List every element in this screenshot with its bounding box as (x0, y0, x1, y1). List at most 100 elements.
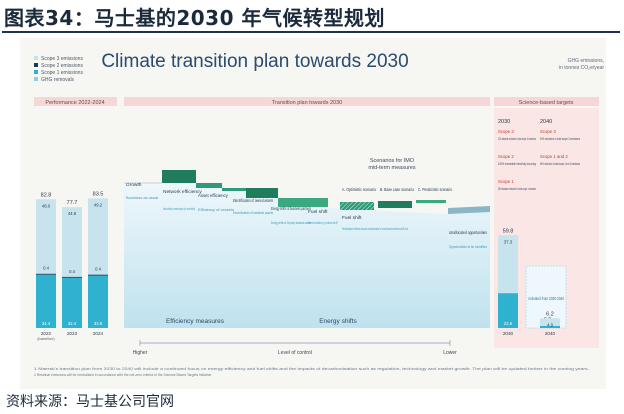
bar-sublabel-2022: (baseline) (37, 336, 55, 341)
source-note: 资料来源：马士基公司官网 (6, 394, 174, 410)
targets-text: 2030 2040 Scope 3 22% absolute reduction… (498, 119, 580, 191)
bar-scope1-2030 (498, 293, 518, 328)
bar-scope1-2024 (88, 275, 108, 328)
axis-label-control: Level of control (278, 350, 312, 356)
step-desc-fuel-shift-1: Green fuel transition (e.g. methanol and… (308, 220, 338, 225)
bar-scope3-value-2040: 4.9 (547, 322, 553, 327)
bar-total-2040: 6.2 (546, 311, 554, 317)
bridge-step-electrification (222, 188, 246, 191)
plan-band (124, 97, 490, 106)
step-desc-electrification: Electrification of landside assets (233, 210, 273, 215)
bar-scope1-value-2023: 32.4 (68, 321, 77, 326)
bar-scope3-2022 (36, 199, 56, 274)
bar-scope1-value-2030: 22.5 (504, 321, 513, 326)
unit-note-1: GHG emissions, (568, 58, 604, 64)
scenario-c-bar (416, 200, 446, 203)
bar-scope2-value-2022: 0.4 (43, 266, 49, 271)
bar-total-2030: 59.8 (503, 228, 514, 234)
scenario-label-a: A. Optimistic scenario (342, 187, 376, 192)
target-2030-scope1-text: 35% absolute reduction in total scope 1 … (498, 186, 536, 191)
legend-label-scope2: Scope 2 emissions (41, 63, 83, 69)
step-title-fuel-shift-2: Fuel shift (342, 215, 362, 221)
bar-year-2024: 2024 (93, 331, 104, 336)
unallocated-step (448, 206, 490, 214)
footnote-1: 1 Maersk's transition plan from 2030 to … (34, 367, 589, 371)
bar-scope1-value-2022: 34.4 (42, 321, 51, 326)
bar-year-2023: 2023 (67, 331, 78, 336)
bar-year-2040: 2040 (545, 331, 556, 336)
emission-bars: 34.4 48.0 0.4 82.8 2022(baseline) 32.4 44.9 0.4… (36, 191, 560, 341)
bridge-step-fuel-shift (278, 198, 328, 207)
step-title-fuel-shift-1: Fuel shift (308, 209, 328, 215)
unit-note-2: in tonnes CO₂e/year (559, 65, 604, 71)
bar-scope3-2024 (88, 198, 108, 275)
target-2040-scope12-text: 96% reduction in total scope 1 and 2 emi… (540, 161, 580, 166)
bar-scope3-2023 (62, 207, 82, 277)
bar-scope2-2024 (88, 274, 108, 276)
targets-band (494, 97, 599, 106)
step-desc-unallocated: Opportunities to be identified (449, 244, 487, 249)
bar-scope3-2040 (540, 318, 560, 326)
energy-shifts-label: Energy shifts (319, 318, 357, 325)
bridge-step-network (162, 170, 196, 183)
bar-scope2-value-2023: 0.4 (69, 269, 75, 274)
chart-panel: Climate transition plan towards 2030 GHG… (20, 38, 606, 389)
target-2040-scope12-name: Scope 1 and 2 (540, 154, 568, 159)
scenario-label-c: C. Pessimistic scenario (418, 187, 452, 192)
bar-year-2030: 2030 (503, 331, 514, 336)
transition-area (124, 183, 490, 328)
target-2030-scope1-name: Scope 1 (498, 179, 514, 184)
step-desc-growth: Business as usual (126, 195, 158, 200)
step-desc-network: Network efficiency, increased transport … (163, 206, 195, 211)
target-2030-scope3-text: 22% absolute reduction in total scope 3 … (498, 136, 536, 141)
performance-band (34, 97, 117, 106)
bar-scope1-2023 (62, 277, 82, 328)
target-year-2040: 2040 (540, 119, 552, 125)
bar-scope1-2040 (540, 325, 560, 328)
target-2040-scope3-text: 90% reduction in total scope 3 emissions (540, 136, 580, 141)
bar-scope3-value-2023: 44.9 (68, 211, 77, 216)
step-title-business-partners: Energy shifts of business partners (271, 206, 311, 211)
target-2040-scope3-name: Scope 3 (540, 129, 556, 134)
step-desc-business-partners: Energy shifts of 3rd party landside asse… (271, 220, 311, 225)
step-desc-asset: Efficiency of vessels (198, 207, 234, 212)
bar-scope1-2022 (36, 274, 56, 328)
legend-swatch-removals (34, 77, 38, 81)
bridge-step-business-partners (246, 188, 278, 198)
bar-scope1-value-2024: 33.8 (94, 321, 103, 326)
legend-label-scope1: Scope 1 emissions (41, 70, 83, 76)
bar-scope3-2030 (498, 235, 518, 294)
bar-total-2023: 77.7 (67, 200, 78, 206)
target-2030-scope2-name: Scope 2 (498, 154, 514, 159)
step-title-network: Network efficiency (163, 189, 202, 195)
control-axis: Higher Level of control Lower (133, 340, 457, 356)
scenario-heading-2: mid-term measures (368, 165, 416, 171)
footnote-2: 2 Residual emissions will be neutralised… (34, 373, 212, 377)
performance-header: Performance 2022-2024 (45, 100, 104, 106)
step-title-electrification: Electrification of owned assets (233, 198, 273, 203)
axis-label-higher: Higher (133, 350, 148, 356)
step-desc-fuel-shift-2: Potential degree of different outcomes v… (342, 226, 408, 231)
efficiency-measures-label: Efficiency measures (166, 318, 225, 325)
figure-caption: 图表34：马士基的2030 年气候转型规划 (4, 6, 385, 30)
step-labels: Growth Business as usual Network efficie… (126, 182, 487, 249)
step-title-growth: Growth (126, 182, 142, 188)
bar-total-2022: 82.8 (41, 192, 52, 198)
removals-note: Activated from 2030-2040 (528, 296, 565, 301)
caption-rule (2, 31, 620, 33)
scenario-b-bar (378, 201, 412, 208)
targets-header: Science-based targets (519, 100, 574, 106)
bar-scope3-value-2030: 37.3 (504, 239, 513, 244)
bar-scope3-value-2024: 49.2 (94, 202, 103, 207)
scenarios: Scenarios for IMO mid-term measures A. O… (342, 158, 452, 192)
bar-total-2024: 83.5 (93, 191, 104, 197)
bar-scope2-2022 (36, 273, 56, 275)
scenario-label-b: B. Base case scenario (380, 187, 414, 192)
plan-header: Transition plan towards 2030 (272, 100, 342, 106)
climate-transition-chart: Climate transition plan towards 2030 GHG… (34, 51, 604, 377)
bar-scope3-value-2022: 48.0 (42, 203, 51, 208)
bridge-step-asset (196, 183, 222, 188)
scenario-heading-1: Scenarios for IMO (370, 158, 415, 164)
target-2030-scope3-name: Scope 3 (498, 129, 514, 134)
chart-title: Climate transition plan towards 2030 (101, 51, 408, 72)
